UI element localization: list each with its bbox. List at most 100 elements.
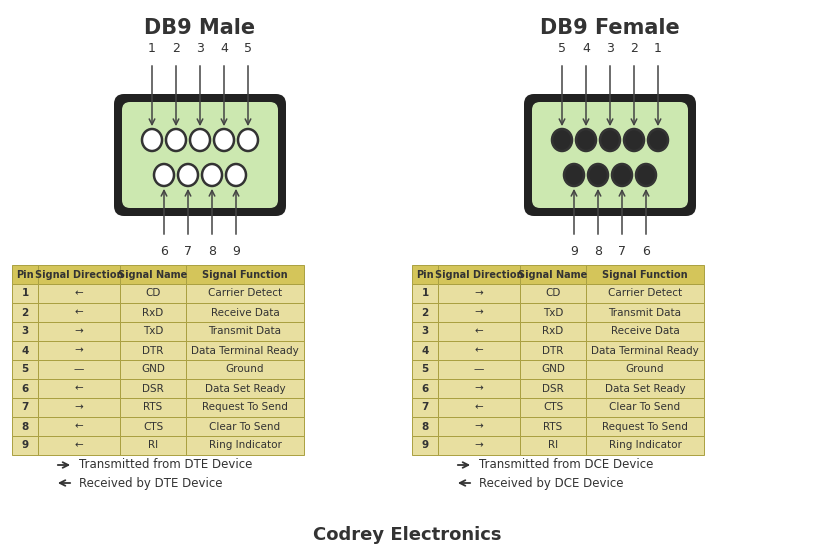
Text: Codrey Electronics: Codrey Electronics [313,526,501,544]
Bar [186,322,304,341]
Text: Signal Direction: Signal Direction [35,270,123,280]
Text: ←: ← [75,383,83,393]
Text: —: — [474,364,484,374]
Text: Receive Data: Receive Data [610,326,680,336]
Text: Data Set Ready: Data Set Ready [605,383,685,393]
Text: ←: ← [475,402,484,412]
Bar [586,322,704,341]
Bar [186,417,304,436]
Text: DB9 Female: DB9 Female [540,18,680,38]
Text: Receive Data: Receive Data [211,307,279,318]
Text: 4: 4 [582,42,590,55]
Text: →: → [475,288,484,299]
Bar [412,341,438,360]
Text: Transmit Data: Transmit Data [609,307,681,318]
Text: 4: 4 [422,345,429,355]
Text: Signal Direction: Signal Direction [435,270,523,280]
Bar [586,265,704,284]
FancyBboxPatch shape [114,94,286,216]
Bar [412,360,438,379]
Text: 5: 5 [21,364,28,374]
Bar [520,303,586,322]
Bar [120,417,186,436]
Text: DB9 Male: DB9 Male [144,18,256,38]
Ellipse shape [648,129,668,151]
Bar [38,265,120,284]
Ellipse shape [178,164,198,186]
Text: 8: 8 [422,421,429,431]
Text: →: → [75,326,83,336]
Text: Request To Send: Request To Send [202,402,288,412]
Text: 1: 1 [21,288,28,299]
Text: Transmitted from DTE Device: Transmitted from DTE Device [79,459,252,472]
Bar [586,341,704,360]
Bar [520,417,586,436]
Bar [412,436,438,455]
Text: Data Terminal Ready: Data Terminal Ready [591,345,699,355]
Text: ←: ← [75,421,83,431]
Text: Request To Send: Request To Send [602,421,688,431]
Text: 6: 6 [642,245,650,258]
Bar [438,284,520,303]
Bar [438,265,520,284]
Bar [412,284,438,303]
Text: CD: CD [146,288,160,299]
Ellipse shape [612,164,632,186]
Bar [38,379,120,398]
Text: RI: RI [148,440,158,450]
Text: →: → [75,402,83,412]
Bar [12,341,38,360]
Text: Transmit Data: Transmit Data [208,326,282,336]
Text: 9: 9 [570,245,578,258]
Bar [120,265,186,284]
Text: 2: 2 [422,307,429,318]
Bar [186,284,304,303]
Bar [120,398,186,417]
Bar [38,360,120,379]
Text: Signal Name: Signal Name [118,270,187,280]
Text: GND: GND [541,364,565,374]
Bar [38,322,120,341]
Ellipse shape [202,164,222,186]
Text: Ring Indicator: Ring Indicator [609,440,681,450]
Text: Clear To Send: Clear To Send [610,402,681,412]
Text: Pin: Pin [416,270,434,280]
Bar [520,436,586,455]
Text: 5: 5 [558,42,566,55]
Ellipse shape [636,164,656,186]
Text: 6: 6 [422,383,429,393]
Text: Ground: Ground [626,364,664,374]
Ellipse shape [190,129,210,151]
Text: GND: GND [141,364,165,374]
Text: Signal Function: Signal Function [202,270,288,280]
Bar [38,303,120,322]
Ellipse shape [564,164,584,186]
Bar [12,284,38,303]
Text: RTS: RTS [544,421,562,431]
Bar [12,360,38,379]
Text: 6: 6 [21,383,28,393]
Bar [12,303,38,322]
Text: →: → [475,383,484,393]
Text: Data Set Ready: Data Set Ready [204,383,286,393]
Text: →: → [475,307,484,318]
Bar [12,265,38,284]
Bar [12,322,38,341]
Text: 1: 1 [422,288,429,299]
Text: 2: 2 [21,307,28,318]
Bar [412,417,438,436]
Bar [120,284,186,303]
Bar [412,379,438,398]
Bar [120,303,186,322]
Text: RTS: RTS [143,402,163,412]
Bar [520,341,586,360]
Text: 5: 5 [244,42,252,55]
FancyBboxPatch shape [524,94,696,216]
Ellipse shape [154,164,174,186]
Text: 8: 8 [21,421,28,431]
Bar [412,322,438,341]
Bar [412,265,438,284]
Bar [120,341,186,360]
Bar [520,322,586,341]
Bar [520,398,586,417]
